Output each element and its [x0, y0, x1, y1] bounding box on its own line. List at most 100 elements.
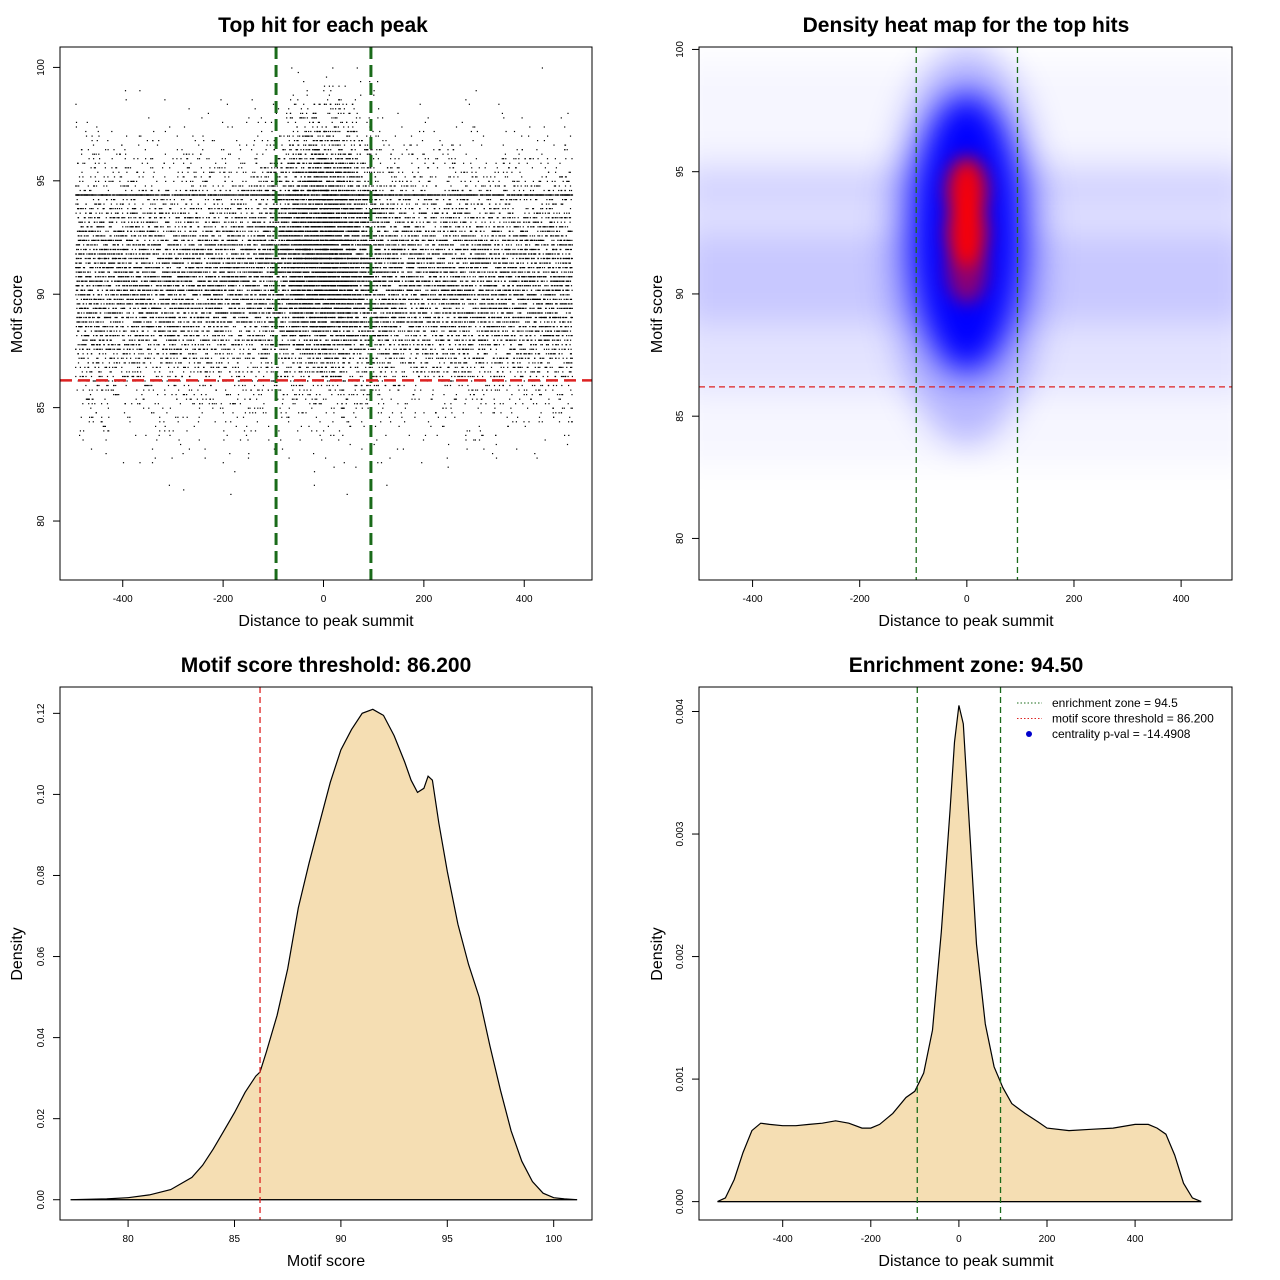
data-point — [460, 244, 462, 246]
data-point — [356, 180, 358, 182]
data-point — [229, 453, 231, 455]
data-point — [148, 199, 150, 201]
data-point — [490, 289, 492, 291]
data-point — [222, 285, 224, 287]
data-point — [454, 362, 456, 364]
data-point — [419, 312, 421, 314]
data-point — [376, 149, 378, 151]
data-point — [126, 312, 128, 314]
data-point — [165, 316, 167, 319]
data-point — [79, 257, 81, 260]
data-point — [288, 135, 290, 137]
data-point — [347, 321, 349, 323]
data-point — [163, 235, 165, 237]
data-point — [221, 167, 223, 169]
data-point — [563, 362, 565, 364]
data-point — [381, 298, 383, 300]
data-point — [342, 326, 344, 328]
data-point — [91, 389, 93, 391]
data-point — [303, 335, 305, 337]
data-point — [348, 394, 350, 396]
data-point — [193, 425, 195, 427]
data-point — [186, 235, 188, 237]
data-point — [209, 167, 211, 169]
data-point — [485, 384, 487, 387]
data-point — [484, 239, 486, 241]
data-point — [141, 230, 143, 232]
data-point — [293, 362, 295, 364]
data-point — [346, 421, 348, 423]
data-point — [512, 330, 514, 332]
data-point — [563, 375, 565, 378]
data-point — [503, 257, 505, 260]
data-point — [147, 298, 149, 300]
data-point — [289, 262, 291, 264]
data-point — [220, 330, 222, 332]
data-point — [365, 194, 367, 196]
data-point — [569, 189, 571, 192]
data-point — [478, 425, 480, 427]
data-point — [254, 412, 257, 414]
data-point — [342, 303, 344, 305]
data-point — [377, 384, 379, 387]
data-point — [279, 348, 281, 350]
data-point — [475, 176, 477, 178]
data-point — [256, 239, 259, 241]
data-point — [115, 316, 117, 319]
data-point — [321, 375, 323, 378]
data-point — [169, 344, 171, 346]
data-point — [474, 239, 476, 241]
data-point — [241, 339, 243, 341]
data-point — [273, 162, 275, 164]
data-point — [335, 126, 337, 128]
data-point — [211, 285, 213, 287]
data-point — [367, 189, 369, 192]
data-point — [208, 239, 210, 241]
data-point — [247, 335, 249, 337]
data-point — [506, 203, 508, 205]
data-point — [548, 403, 550, 405]
data-point — [359, 339, 362, 341]
data-point — [388, 312, 391, 314]
data-point — [539, 185, 541, 187]
data-point — [228, 171, 230, 173]
data-point — [292, 167, 294, 169]
data-point — [531, 353, 533, 355]
data-point — [425, 348, 427, 350]
data-point — [199, 348, 201, 350]
data-point — [381, 380, 383, 382]
data-point — [164, 130, 166, 133]
data-point — [104, 167, 106, 169]
data-point — [463, 276, 465, 278]
data-point — [314, 130, 316, 133]
data-point — [498, 103, 500, 105]
data-point — [414, 185, 417, 187]
data-point — [75, 285, 77, 287]
data-point — [394, 384, 396, 387]
data-point — [271, 130, 273, 133]
data-point — [327, 221, 329, 223]
data-point — [508, 280, 511, 282]
data-point — [255, 199, 257, 201]
data-point — [332, 230, 334, 232]
data-point — [83, 248, 85, 251]
data-point — [149, 298, 151, 300]
data-point — [118, 171, 120, 173]
data-point — [111, 194, 113, 196]
data-point — [155, 208, 157, 210]
data-point — [432, 262, 434, 264]
data-point — [299, 253, 301, 255]
data-point — [95, 267, 97, 269]
data-point — [421, 239, 423, 241]
data-point — [161, 294, 163, 296]
data-point — [197, 326, 199, 328]
data-point — [525, 253, 527, 255]
data-point — [434, 312, 436, 314]
data-point — [539, 312, 541, 314]
data-point — [476, 267, 478, 269]
data-point — [566, 267, 568, 269]
data-point — [375, 285, 377, 287]
data-point — [147, 221, 149, 223]
data-point — [470, 162, 472, 164]
data-point — [298, 271, 300, 273]
